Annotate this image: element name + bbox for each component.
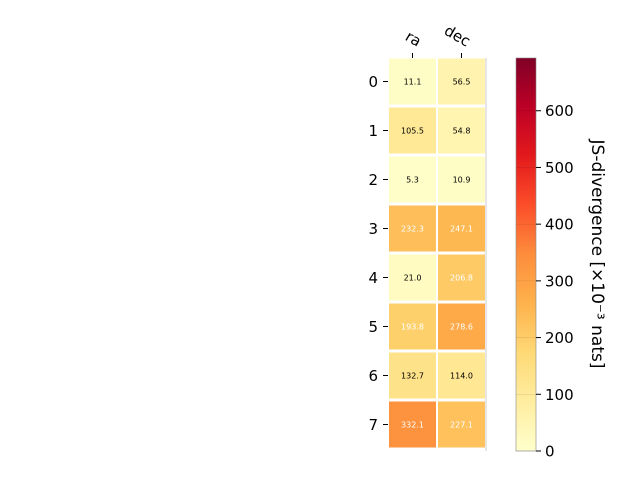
colorbar-tick-label: 100 (545, 386, 574, 404)
heatmap-cell-label: 114.0 (450, 372, 473, 381)
y-tick-label: 6 (368, 367, 378, 385)
colorbar-tick-label: 0 (545, 443, 555, 461)
colorbar-tick-label: 500 (545, 159, 574, 177)
heatmap-cell (389, 205, 436, 252)
heatmap-cell-label: 54.8 (453, 127, 471, 136)
heatmap-cell (389, 156, 436, 203)
colorbar-tick-label: 600 (545, 102, 574, 120)
heatmap-cell-label: 193.8 (401, 323, 424, 332)
heatmap-cell-label: 247.1 (450, 225, 473, 234)
heatmap-cell-label: 278.6 (450, 323, 473, 332)
heatmap-cell (438, 303, 485, 350)
colorbar: 0 100 200 300 400 500 600 JS-divergence [×10⁻³… (515, 57, 607, 461)
heatmap-cell-label: 21.0 (404, 274, 422, 283)
heatmap-cell (389, 352, 436, 399)
colorbar-tick-label: 200 (545, 329, 574, 347)
colorbar-tick-label: 300 (545, 272, 574, 290)
y-tick-label: 4 (368, 269, 378, 287)
heatmap-cell-label: 206.8 (450, 274, 473, 283)
colorbar-label: JS-divergence [×10⁻³ nats] (587, 139, 607, 369)
y-tick-label: 2 (368, 171, 378, 189)
heatmap-cell-label: 132.7 (401, 372, 424, 381)
heatmap-cell (438, 156, 485, 203)
heatmap-x-axis: ra dec (402, 21, 474, 58)
heatmap-cell-label: 332.1 (401, 421, 424, 430)
heatmap-cell-label: 232.3 (401, 225, 424, 234)
y-tick-label: 0 (368, 73, 378, 91)
heatmap-cell (389, 58, 436, 105)
y-tick-label: 1 (368, 122, 378, 140)
heatmap-cell (438, 107, 485, 154)
heatmap-cell-label: 56.5 (453, 78, 471, 87)
x-tick-label: dec (441, 21, 473, 50)
heatmap-cell-label: 10.9 (453, 176, 471, 185)
heatmap-cell (438, 205, 485, 252)
heatmap-cell (438, 58, 485, 105)
heatmap-cell (389, 401, 436, 448)
heatmap-cell (389, 254, 436, 301)
colorbar-gradient (515, 57, 537, 452)
x-tick-label: ra (402, 27, 424, 50)
heatmap-cell (389, 303, 436, 350)
y-tick-label: 3 (368, 220, 378, 238)
y-tick-label: 5 (368, 318, 378, 336)
heatmap-cell (438, 254, 485, 301)
heatmap-cell-label: 227.1 (450, 421, 473, 430)
heatmap-y-axis: 0 1 2 3 4 5 6 7 (368, 73, 388, 434)
heatmap-cells: 11.1 56.5 105.5 54.8 5.3 10.9 232.3 247.1 21.0 20… (389, 58, 487, 451)
heatmap-cell-label: 11.1 (404, 78, 422, 87)
heatmap-cell (438, 352, 485, 399)
colorbar-tick-label: 400 (545, 216, 574, 234)
y-tick-label: 7 (368, 416, 378, 434)
heatmap-cell (389, 107, 436, 154)
heatmap-cell-label: 5.3 (406, 176, 419, 185)
heatmap-cell-label: 105.5 (401, 127, 424, 136)
heatmap-cell (438, 401, 485, 448)
